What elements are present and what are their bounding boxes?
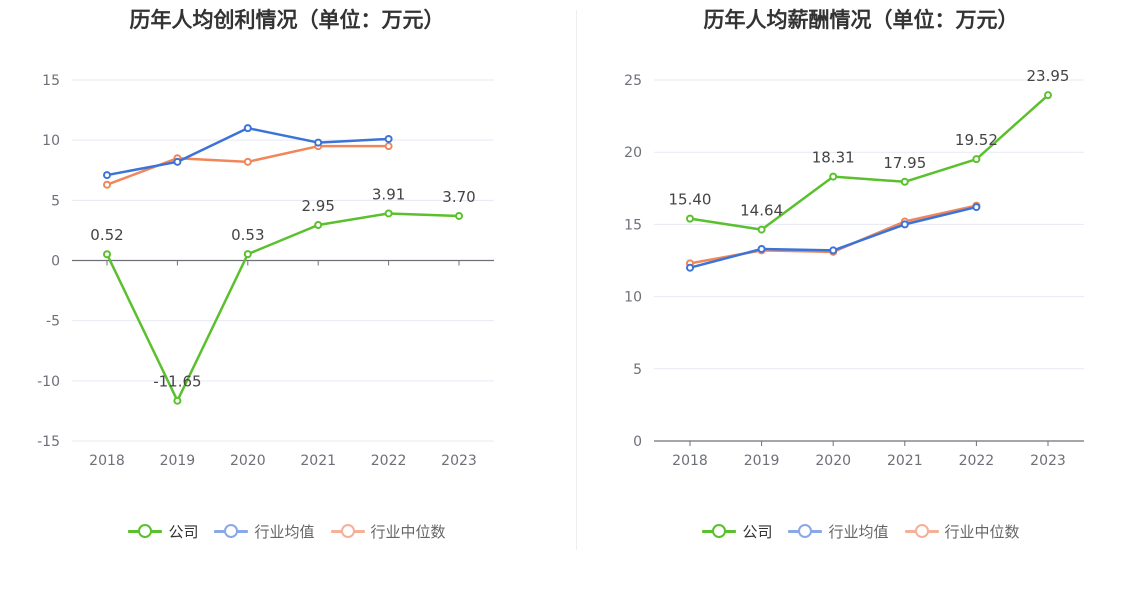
legend-label: 行业中位数: [944, 522, 1020, 541]
series-line-industry-avg: [106, 126, 389, 177]
chart-title: 历年人均创利情况（单位：万元）: [129, 8, 445, 32]
y-tick-label: 0: [51, 254, 60, 270]
data-point-company: [243, 250, 252, 259]
x-tick-label: 2018: [672, 453, 708, 469]
profit-line-chart: 15 10 5 0 -5 -10 -15 2018 2019 2020 2021 2022 2023 0.…: [37, 73, 494, 469]
data-point-company: [103, 250, 111, 259]
x-tick-label: 2021: [887, 453, 923, 469]
x-tick-label: 2018: [89, 453, 125, 469]
legend-industry-avg-icon: [214, 523, 249, 539]
data-point-industry-median: [384, 142, 393, 151]
y-tick-label: 25: [624, 73, 642, 89]
y-tick-label: -5: [46, 314, 60, 330]
x-tick-label: 2022: [959, 453, 995, 469]
data-point-company: [900, 177, 909, 186]
data-point-industry-avg: [686, 263, 694, 272]
data-point-industry-avg: [900, 220, 909, 229]
data-label: 3.91: [372, 185, 405, 203]
data-label: 19.52: [955, 131, 998, 149]
data-label: 23.95: [1027, 67, 1070, 85]
salary-line-chart: 25 20 15 10 5 0 2018 2019 2020 2021 2022 2023 15.40 1…: [624, 67, 1084, 469]
chart-title: 历年人均薪酬情况（单位：万元）: [703, 8, 1019, 32]
legend-item-industry-median[interactable]: 行业中位数: [330, 521, 446, 542]
y-tick-label: 5: [51, 193, 60, 209]
x-tick-label: 2021: [300, 453, 336, 469]
data-point-industry-avg: [243, 124, 252, 133]
x-tick-label: 2023: [1030, 453, 1066, 469]
data-label: 17.95: [883, 154, 926, 172]
y-tick-label: 5: [633, 362, 642, 378]
x-tick-label: 2023: [441, 453, 477, 469]
y-tick-label: 15: [624, 217, 642, 233]
chart-legend: 公司 行业均值 行业中位数: [574, 519, 1148, 543]
profit-per-capita-panel: 历年人均创利情况（单位：万元） 15 10 5 0 -5 -10 -15 2018 2019 20…: [0, 8, 574, 543]
salary-per-capita-panel: 历年人均薪酬情况（单位：万元） 25 20 15 10 5 0 2018 2019 2020 20…: [574, 0, 1148, 589]
data-label: 2.95: [301, 197, 334, 215]
y-tick-label: 0: [633, 434, 642, 450]
legend-company-icon: [702, 523, 737, 539]
data-point-industry-avg: [972, 203, 981, 212]
data-point-industry-avg: [829, 246, 838, 255]
data-point-company: [173, 396, 182, 405]
data-label: -11.65: [153, 373, 201, 391]
data-label: 0.53: [231, 226, 264, 244]
legend-item-company[interactable]: 公司: [702, 521, 772, 542]
data-point-company: [972, 155, 981, 164]
legend-industry-avg-icon: [788, 523, 823, 539]
data-point-company: [1044, 91, 1052, 100]
data-point-company: [757, 225, 766, 234]
data-point-industry-median: [103, 180, 111, 189]
chart-legend: 公司 行业均值 行业中位数: [0, 519, 574, 543]
data-point-industry-avg: [757, 244, 766, 253]
data-point-company: [314, 221, 323, 230]
legend-industry-median-icon: [330, 523, 365, 539]
data-point-industry-avg: [384, 134, 393, 143]
y-tick-label: 10: [42, 133, 60, 149]
legend-label: 行业均值: [254, 522, 315, 541]
legend-item-company[interactable]: 公司: [128, 521, 198, 542]
x-tick-label: 2020: [230, 453, 266, 469]
data-label: 3.70: [442, 188, 475, 206]
data-point-industry-avg: [314, 138, 323, 147]
legend-company-icon: [128, 523, 163, 539]
legend-label: 公司: [168, 522, 199, 541]
legend-label: 公司: [742, 522, 773, 541]
data-point-company: [686, 214, 694, 223]
y-tick-label: 15: [42, 73, 60, 89]
legend-industry-median-icon: [904, 523, 939, 539]
data-point-company: [829, 172, 838, 181]
y-tick-label: 10: [624, 290, 642, 306]
panel-divider: [576, 10, 577, 550]
x-tick-label: 2020: [815, 453, 851, 469]
series-line-company: [105, 212, 460, 402]
data-label: 0.52: [90, 226, 123, 244]
series-line-company: [689, 94, 1049, 231]
legend-label: 行业均值: [828, 522, 889, 541]
legend-item-industry-avg[interactable]: 行业均值: [214, 521, 315, 542]
legend-item-industry-median[interactable]: 行业中位数: [904, 521, 1020, 542]
data-label: 18.31: [812, 149, 855, 167]
data-point-industry-median: [243, 157, 252, 166]
data-label: 14.64: [740, 202, 783, 220]
legend-item-industry-avg[interactable]: 行业均值: [788, 521, 889, 542]
legend-label: 行业中位数: [370, 522, 446, 541]
data-point-industry-avg: [173, 157, 182, 166]
y-tick-label: -10: [37, 374, 60, 390]
data-point-company: [384, 209, 393, 218]
x-tick-label: 2019: [744, 453, 780, 469]
x-tick-label: 2022: [371, 453, 407, 469]
x-tick-label: 2019: [160, 453, 196, 469]
y-tick-label: -15: [37, 434, 60, 450]
data-point-company: [455, 211, 463, 220]
data-point-industry-avg: [103, 171, 111, 180]
y-tick-label: 20: [624, 145, 642, 161]
data-label: 15.40: [669, 191, 712, 209]
